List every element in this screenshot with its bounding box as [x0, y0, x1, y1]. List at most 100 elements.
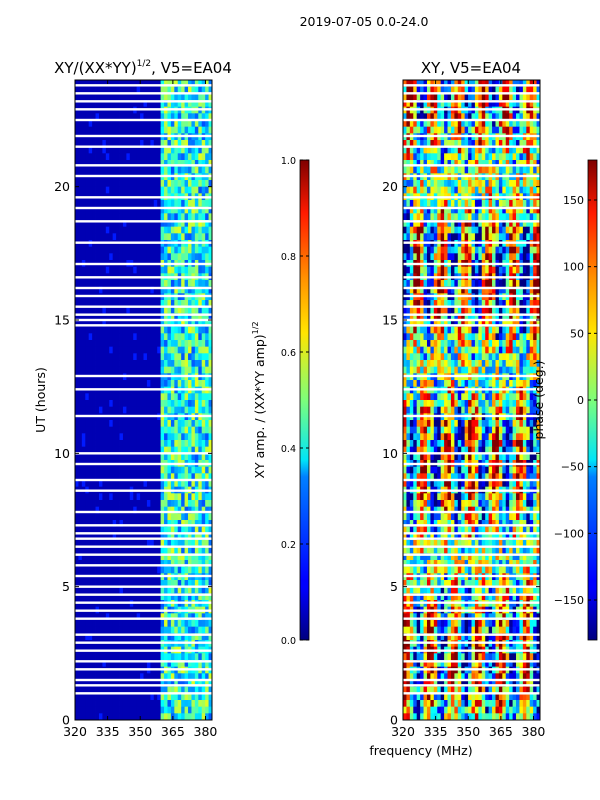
amplitude-heatmap-cell [198, 80, 203, 88]
amplitude-heatmap-cell [205, 506, 209, 514]
amplitude-heatmap-cell [205, 653, 209, 661]
amplitude-heatmap-cell [146, 540, 151, 548]
amplitude-heatmap-cell [85, 406, 90, 414]
amplitude-heatmap-cell [164, 580, 168, 588]
amplitude-heatmap-cell [194, 100, 199, 108]
amplitude-heatmap-cell [85, 120, 90, 128]
amplitude-heatmap-cell [198, 340, 203, 348]
amplitude-heatmap-cell [150, 633, 155, 641]
amplitude-heatmap-cell [201, 653, 206, 661]
phase-heatmap-cell [430, 200, 435, 208]
amplitude-heatmap-cell [133, 253, 138, 261]
phase-heatmap-cell [464, 186, 469, 194]
amplitude-heatmap-cell [112, 566, 117, 574]
amplitude-heatmap-cell [95, 340, 100, 348]
amplitude-heatmap-cell [92, 653, 96, 661]
phase-heatmap-cell [488, 213, 493, 221]
amplitude-heatmap-cell [170, 440, 175, 448]
phase-heatmap-cell [433, 113, 438, 121]
phase-heatmap-cell [478, 226, 483, 234]
amplitude-heatmap-cell [133, 593, 138, 601]
phase-heatmap-cell [416, 180, 421, 188]
phase-heatmap-cell [433, 140, 438, 148]
amplitude-heatmap-cell [170, 400, 175, 408]
amplitude-heatmap-cell [109, 473, 114, 481]
amplitude-heatmap-cell [88, 253, 93, 261]
amplitude-heatmap-cell [78, 626, 83, 634]
phase-heatmap-cell [406, 93, 411, 101]
amplitude-heatmap-cell [177, 266, 182, 274]
phase-heatmap-cell [492, 113, 496, 121]
amplitude-heatmap-cell [191, 700, 196, 708]
amplitude-heatmap-cell [112, 493, 117, 501]
amplitude-heatmap-cell [112, 206, 117, 214]
amplitude-heatmap-cell [92, 313, 96, 321]
amplitude-heatmap-cell [81, 426, 86, 434]
amplitude-heatmap-cell [160, 340, 165, 348]
amplitude-flagged-row [75, 617, 212, 620]
amplitude-heatmap-cell [143, 426, 148, 434]
phase-heatmap-cell [505, 160, 510, 168]
amplitude-heatmap-cell [198, 100, 203, 108]
amplitude-heatmap-cell [146, 313, 151, 321]
amplitude-heatmap-cell [133, 226, 138, 234]
amplitude-heatmap-cell [205, 500, 209, 508]
amplitude-heatmap-cell [140, 673, 144, 681]
amplitude-heatmap-cell [181, 693, 185, 701]
amplitude-heatmap-cell [75, 246, 79, 254]
amplitude-heatmap-cell [174, 93, 179, 101]
amplitude-heatmap-cell [181, 320, 185, 328]
amplitude-heatmap-cell [136, 500, 141, 508]
amplitude-heatmap-cell [136, 266, 141, 274]
phase-heatmap-cell [420, 200, 424, 208]
phase-heatmap-cell [406, 226, 411, 234]
amplitude-heatmap-cell [109, 700, 114, 708]
amplitude-heatmap-cell [160, 406, 165, 414]
amplitude-heatmap-cell [116, 506, 120, 514]
phase-heatmap-cell [485, 166, 490, 174]
amplitude-heatmap-cell [81, 333, 86, 341]
amplitude-heatmap-cell [136, 713, 141, 720]
amplitude-heatmap-cell [188, 353, 192, 361]
amplitude-heatmap-cell [188, 340, 192, 348]
amplitude-heatmap-cell [201, 280, 206, 288]
amplitude-ytick-label: 0 [62, 713, 70, 728]
amplitude-heatmap-cell [116, 220, 120, 228]
phase-heatmap-cell [485, 160, 490, 168]
phase-heatmap-cell [440, 180, 445, 188]
amplitude-heatmap-cell [181, 480, 185, 488]
amplitude-heatmap-cell [177, 226, 182, 234]
phase-heatmap-cell [488, 140, 493, 148]
phase-heatmap-cell [457, 220, 462, 228]
amplitude-heatmap-cell [133, 706, 138, 714]
amplitude-heatmap-cell [143, 553, 148, 561]
amplitude-heatmap-cell [129, 400, 134, 408]
amplitude-heatmap-cell [150, 280, 155, 288]
amplitude-heatmap-cell [188, 653, 192, 661]
amplitude-heatmap-cell [98, 706, 103, 714]
amplitude-heatmap-cell [153, 520, 158, 528]
amplitude-heatmap-cell [201, 660, 206, 668]
phase-heatmap-cell [409, 213, 414, 221]
amplitude-heatmap-cell [136, 93, 141, 101]
amplitude-heatmap-cell [164, 113, 168, 121]
amplitude-heatmap-cell [75, 300, 79, 308]
phase-heatmap-cell [505, 86, 510, 94]
amplitude-heatmap-cell [81, 433, 86, 441]
amplitude-heatmap-cell [129, 266, 134, 274]
amplitude-heatmap-cell [143, 153, 148, 161]
phase-heatmap-cell [478, 186, 483, 194]
phase-heatmap-cell [502, 186, 507, 194]
amplitude-heatmap-cell [170, 593, 175, 601]
phase-heatmap-cell [454, 200, 459, 208]
amplitude-heatmap-cell [81, 700, 86, 708]
phase-heatmap-cell [447, 160, 452, 168]
amplitude-heatmap-cell [198, 313, 203, 321]
amplitude-heatmap-cell [160, 286, 165, 294]
amplitude-heatmap-cell [136, 400, 141, 408]
amplitude-heatmap-cell [201, 500, 206, 508]
amplitude-heatmap-cell [184, 166, 189, 174]
phase-heatmap-cell [533, 93, 537, 101]
amplitude-heatmap-cell [109, 220, 114, 228]
amplitude-heatmap-cell [208, 700, 212, 708]
